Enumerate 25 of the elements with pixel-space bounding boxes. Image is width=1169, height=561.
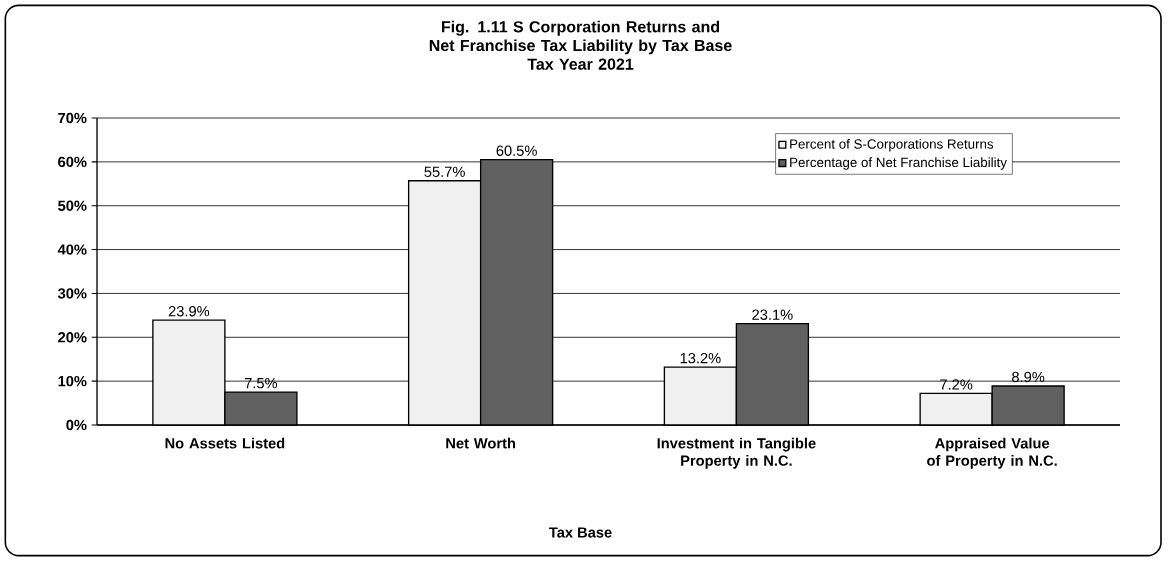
data-label: 55.7% [424,166,465,177]
y-tick-label: 30% [57,288,87,299]
chart-subtitle: Tax Year 2021 [527,58,634,70]
x-axis-title: Tax Base [549,527,612,538]
data-label: 23.1% [752,309,793,320]
data-label: 8.9% [1012,371,1045,383]
y-tick-label: 10% [58,375,87,387]
y-tick-label: 40% [57,244,87,255]
data-label: 23.9% [168,306,210,317]
chart-title: Fig. 1.11 S Corporation Returns and Net Franchise Tax Liability by Tax Base [429,20,732,55]
data-label: 7.2% [940,379,973,390]
legend-label: Percentage of Net Franchise Liability [790,157,1007,170]
y-tick-label: 0% [66,419,87,431]
y-tick-label: 50% [58,200,87,211]
y-tick-label: 70% [58,112,87,124]
legend-label: Percent of S-Corporations Returns [790,138,994,152]
data-label: 7.5% [244,378,278,389]
x-tick-label: Investment in Tangible Property in N.C. [657,437,816,469]
x-tick-label: No Assets Listed [165,437,285,449]
y-tick-label: 60% [58,156,87,168]
y-tick-label: 20% [58,332,87,343]
x-tick-label: Appraised Value of Property in N.C. [927,437,1057,469]
data-label: 13.2% [680,352,721,364]
x-tick-label: Net Worth [446,437,516,449]
data-label: 60.5% [496,145,537,156]
